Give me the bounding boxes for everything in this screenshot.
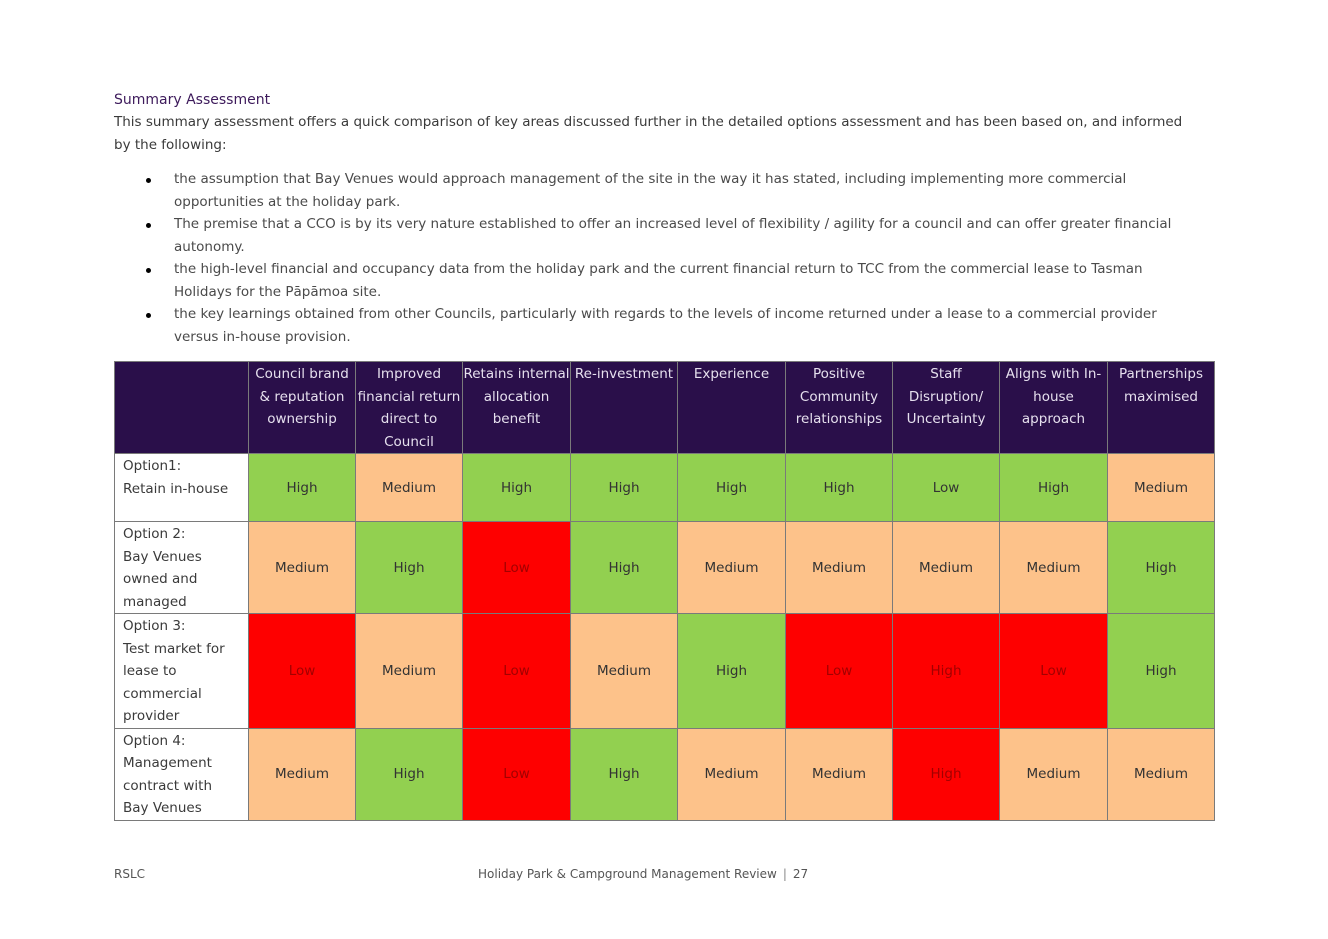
column-header: Retains internal allocation benefit bbox=[462, 361, 571, 454]
rating-cell: Medium bbox=[785, 521, 893, 614]
assumption-list: the assumption that Bay Venues would app… bbox=[114, 168, 1204, 348]
rating-cell: Medium bbox=[355, 453, 463, 522]
rating-cell: High bbox=[462, 453, 571, 522]
footer-title: Holiday Park & Campground Management Rev… bbox=[478, 867, 809, 881]
table-row: Option 4: Management contract with Bay Ve… bbox=[114, 727, 1215, 821]
rating-cell: Medium bbox=[1107, 453, 1215, 522]
rating-cell: Medium bbox=[999, 521, 1108, 614]
rating-cell: High bbox=[355, 727, 463, 821]
column-header: Partnerships maximised bbox=[1107, 361, 1215, 454]
table-row: Option 2: Bay Venues owned and managed Me… bbox=[114, 521, 1215, 614]
bullet-dot-icon bbox=[146, 223, 151, 228]
rating-cell: Medium bbox=[785, 727, 893, 821]
row-label: Option 2: Bay Venues owned and managed bbox=[114, 521, 249, 614]
column-header: Re-investment bbox=[570, 361, 678, 454]
rating-cell: High bbox=[570, 453, 678, 522]
rating-cell: Low bbox=[999, 613, 1108, 729]
column-header: Staff Disruption/ Uncertainty bbox=[892, 361, 1000, 454]
column-header: Improved financial return direct to Coun… bbox=[355, 361, 463, 454]
rating-cell: High bbox=[570, 727, 678, 821]
rating-cell: Medium bbox=[677, 727, 786, 821]
bullet-dot-icon bbox=[146, 313, 151, 318]
rating-cell: Medium bbox=[248, 727, 356, 821]
rating-cell: Medium bbox=[999, 727, 1108, 821]
intro-paragraph: This summary assessment offers a quick c… bbox=[114, 114, 1183, 153]
rating-cell: Low bbox=[462, 613, 571, 729]
rating-cell: Medium bbox=[677, 521, 786, 614]
bullet-dot-icon bbox=[146, 178, 151, 183]
bullet-item: the key learnings obtained from other Co… bbox=[114, 303, 1204, 348]
rating-cell: High bbox=[677, 453, 786, 522]
row-label: Option 4: Management contract with Bay Ve… bbox=[114, 727, 249, 821]
table-row: Option 3: Test market for lease to commer… bbox=[114, 613, 1215, 729]
rating-cell: Medium bbox=[1107, 727, 1215, 821]
rating-cell: Medium bbox=[570, 613, 678, 729]
bullet-item: The premise that a CCO is by its very na… bbox=[114, 213, 1204, 258]
bullet-item: the assumption that Bay Venues would app… bbox=[114, 168, 1204, 213]
assessment-matrix: Council brand & reputation ownership Imp… bbox=[114, 361, 1215, 821]
rating-cell: High bbox=[570, 521, 678, 614]
rating-cell: Low bbox=[892, 453, 1000, 522]
bullet-dot-icon bbox=[146, 268, 151, 273]
footer-org: RSLC bbox=[114, 867, 146, 881]
header-row: Council brand & reputation ownership Imp… bbox=[114, 361, 1215, 454]
rating-cell: High bbox=[1107, 521, 1215, 614]
rating-cell: Low bbox=[248, 613, 356, 729]
corner-cell bbox=[114, 361, 249, 454]
rating-cell: High bbox=[999, 453, 1108, 522]
rating-cell: High bbox=[892, 727, 1000, 821]
rating-cell: High bbox=[248, 453, 356, 522]
row-label: Option1: Retain in-house bbox=[114, 453, 249, 522]
rating-cell: Low bbox=[462, 521, 571, 614]
rating-cell: Medium bbox=[892, 521, 1000, 614]
table-row: Option1: Retain in-house High Medium High… bbox=[114, 453, 1215, 522]
row-label: Option 3: Test market for lease to commer… bbox=[114, 613, 249, 729]
page-number: 27 bbox=[792, 867, 809, 881]
bullet-item: the high-level financial and occupancy d… bbox=[114, 258, 1204, 303]
rating-cell: High bbox=[355, 521, 463, 614]
column-header: Experience bbox=[677, 361, 786, 454]
section-heading: Summary Assessment bbox=[114, 91, 271, 108]
rating-cell: High bbox=[892, 613, 1000, 729]
rating-cell: High bbox=[677, 613, 786, 729]
rating-cell: High bbox=[1107, 613, 1215, 729]
column-header: Aligns with In-house approach bbox=[999, 361, 1108, 454]
rating-cell: Medium bbox=[355, 613, 463, 729]
column-header: Council brand & reputation ownership bbox=[248, 361, 356, 454]
rating-cell: High bbox=[785, 453, 893, 522]
rating-cell: Low bbox=[785, 613, 893, 729]
rating-cell: Low bbox=[462, 727, 571, 821]
rating-cell: Medium bbox=[248, 521, 356, 614]
column-header: Positive Community relationships bbox=[785, 361, 893, 454]
